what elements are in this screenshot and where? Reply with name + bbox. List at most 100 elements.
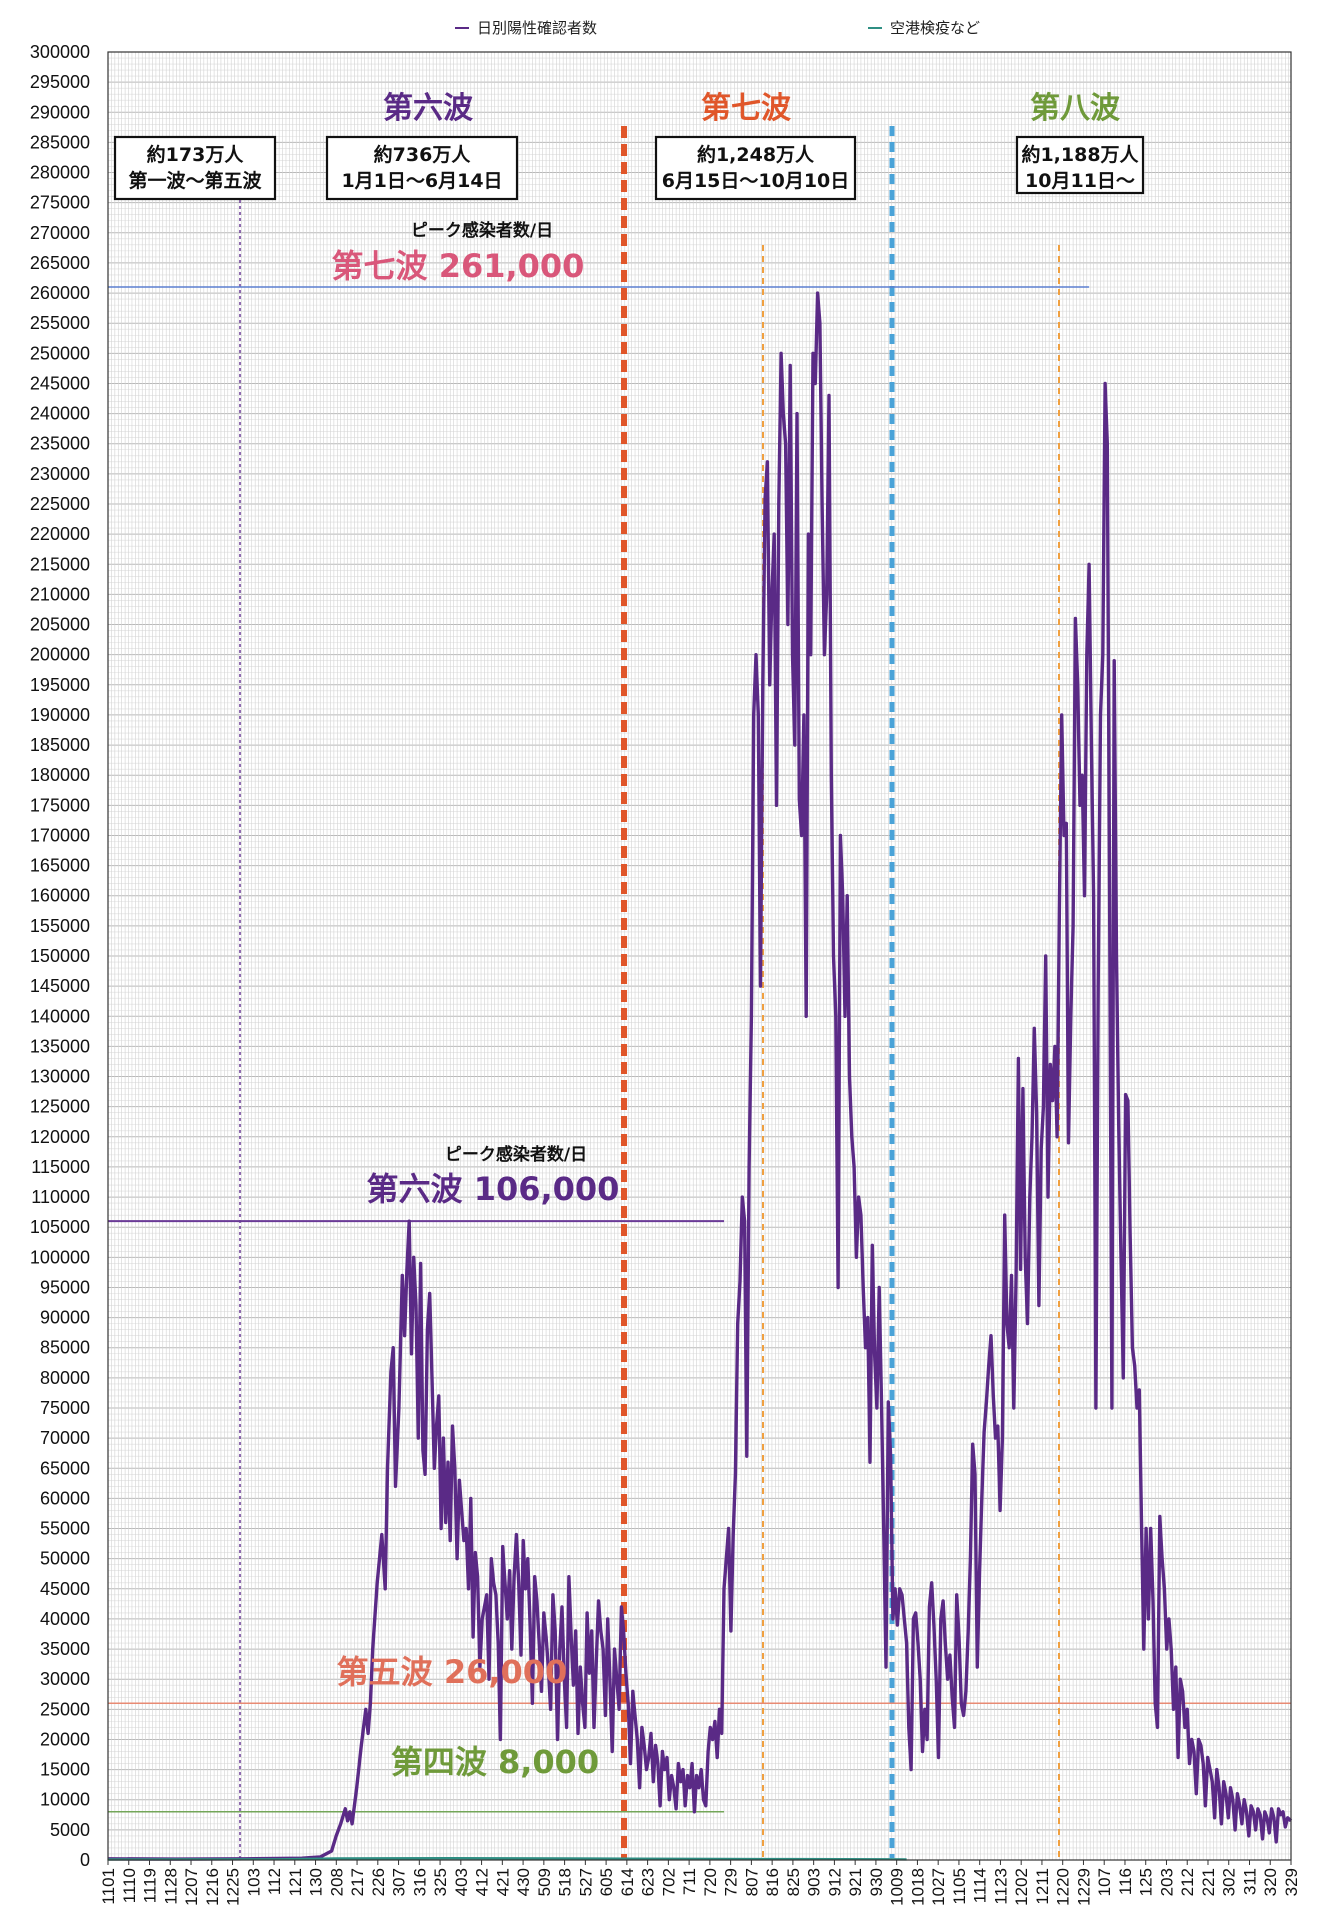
- y-tick-label: 250000: [30, 343, 90, 363]
- y-tick-label: 180000: [30, 765, 90, 785]
- peak-label: 第七波 261,000: [332, 247, 585, 285]
- first-waves-text: 約173万人: [147, 143, 245, 166]
- x-axis-ticks: 1101 1110 1119 1128 1207 1216 1225 103 112 121 130…: [99, 1860, 1301, 1906]
- y-tick-label: 290000: [30, 102, 90, 122]
- x-tick-label: 316: [410, 1868, 429, 1896]
- wave-summary-text: 約1,188万人: [1021, 143, 1139, 166]
- y-tick-label: 260000: [30, 283, 90, 303]
- y-tick-label: 90000: [40, 1308, 90, 1328]
- y-tick-label: 190000: [30, 705, 90, 725]
- y-tick-label: 120000: [30, 1127, 90, 1147]
- wave-summary-text: 10月11日〜: [1025, 170, 1135, 192]
- peak-label: 第五波 26,000: [337, 1653, 568, 1691]
- x-tick-label: 325: [431, 1868, 450, 1896]
- y-tick-label: 30000: [40, 1669, 90, 1689]
- x-tick-label: 1009: [888, 1868, 907, 1906]
- y-tick-label: 65000: [40, 1458, 90, 1478]
- wave-summary-box: [1015, 135, 1145, 195]
- y-tick-label: 185000: [30, 735, 90, 755]
- x-tick-label: 302: [1220, 1868, 1239, 1896]
- x-tick-label: 807: [742, 1868, 761, 1896]
- y-tick-label: 225000: [30, 494, 90, 514]
- x-tick-label: 912: [825, 1868, 844, 1896]
- y-tick-label: 45000: [40, 1579, 90, 1599]
- x-tick-label: 614: [618, 1868, 637, 1896]
- y-tick-label: 210000: [30, 584, 90, 604]
- x-tick-label: 702: [659, 1868, 678, 1896]
- x-tick-label: 711: [680, 1868, 699, 1895]
- first-waves-box: [113, 135, 277, 201]
- y-tick-label: 130000: [30, 1067, 90, 1087]
- y-tick-label: 280000: [30, 163, 90, 183]
- y-tick-label: 160000: [30, 886, 90, 906]
- x-tick-label: 1229: [1074, 1868, 1093, 1906]
- y-tick-label: 155000: [30, 916, 90, 936]
- wave-title: 第八波: [1030, 91, 1121, 126]
- y-tick-label: 240000: [30, 404, 90, 424]
- x-tick-label: 816: [763, 1868, 782, 1896]
- x-tick-label: 623: [639, 1868, 658, 1896]
- x-tick-label: 930: [867, 1868, 886, 1896]
- first-waves-text: 第一波〜第五波: [128, 169, 262, 192]
- y-tick-label: 300000: [30, 42, 90, 62]
- x-tick-label: 921: [846, 1868, 865, 1896]
- x-tick-label: 1018: [908, 1868, 927, 1906]
- y-tick-label: 115000: [31, 1157, 90, 1177]
- y-tick-label: 150000: [30, 946, 90, 966]
- x-tick-label: 226: [369, 1868, 388, 1896]
- y-tick-label: 230000: [30, 464, 90, 484]
- x-tick-label: 107: [1095, 1868, 1114, 1896]
- y-tick-label: 200000: [30, 645, 90, 665]
- x-tick-label: 403: [452, 1868, 471, 1896]
- x-tick-label: 518: [556, 1868, 575, 1896]
- wave-summary-text: 1月1日〜6月14日: [341, 170, 502, 192]
- y-tick-label: 50000: [40, 1549, 90, 1569]
- y-tick-label: 215000: [30, 554, 90, 574]
- x-tick-label: 208: [327, 1868, 346, 1896]
- wave-summary-text: 約736万人: [374, 143, 472, 166]
- x-tick-label: 412: [473, 1868, 492, 1896]
- y-tick-label: 270000: [30, 223, 90, 243]
- x-tick-label: 217: [348, 1868, 367, 1896]
- y-tick-label: 75000: [40, 1398, 90, 1418]
- series-line-airport-quarantine: [107, 1857, 907, 1861]
- reference-lines: [108, 286, 1291, 1813]
- wave-title: 第七波: [701, 91, 792, 126]
- y-tick-label: 220000: [30, 524, 90, 544]
- wave-title: 第六波: [383, 91, 474, 126]
- x-tick-label: 212: [1178, 1868, 1197, 1896]
- x-tick-label: 121: [286, 1868, 305, 1896]
- y-tick-label: 35000: [40, 1639, 90, 1659]
- y-tick-label: 110000: [31, 1187, 90, 1207]
- plot-frame: [107, 51, 1292, 1861]
- x-tick-label: 1027: [929, 1868, 948, 1906]
- x-tick-label: 729: [722, 1868, 741, 1896]
- y-tick-label: 125000: [30, 1097, 90, 1117]
- x-tick-label: 1211: [1033, 1868, 1052, 1905]
- x-tick-label: 311: [1240, 1868, 1259, 1895]
- x-tick-label: 307: [390, 1868, 409, 1896]
- y-tick-label: 195000: [30, 675, 90, 695]
- y-tick-label: 285000: [30, 132, 90, 152]
- y-tick-label: 135000: [30, 1036, 90, 1056]
- y-tick-label: 265000: [30, 253, 90, 273]
- legend-label: 空港検疫など: [890, 19, 980, 37]
- y-tick-label: 145000: [30, 976, 90, 996]
- x-tick-label: 1128: [161, 1868, 180, 1905]
- x-tick-label: 720: [701, 1868, 720, 1896]
- y-tick-label: 60000: [40, 1488, 90, 1508]
- peak-label: 第六波 106,000: [367, 1170, 620, 1208]
- y-tick-label: 5000: [50, 1820, 90, 1840]
- x-tick-label: 1123: [991, 1868, 1010, 1905]
- x-tick-label: 1110: [120, 1868, 139, 1903]
- x-tick-label: 116: [1116, 1868, 1135, 1895]
- x-tick-label: 1202: [1012, 1868, 1031, 1906]
- x-tick-label: 903: [805, 1868, 824, 1896]
- x-tick-label: 1216: [203, 1868, 222, 1906]
- x-tick-label: 1207: [182, 1868, 201, 1906]
- x-tick-label: 527: [576, 1868, 595, 1896]
- wave-summary-box: [325, 135, 519, 201]
- y-tick-label: 70000: [40, 1428, 90, 1448]
- x-tick-label: 130: [307, 1868, 326, 1896]
